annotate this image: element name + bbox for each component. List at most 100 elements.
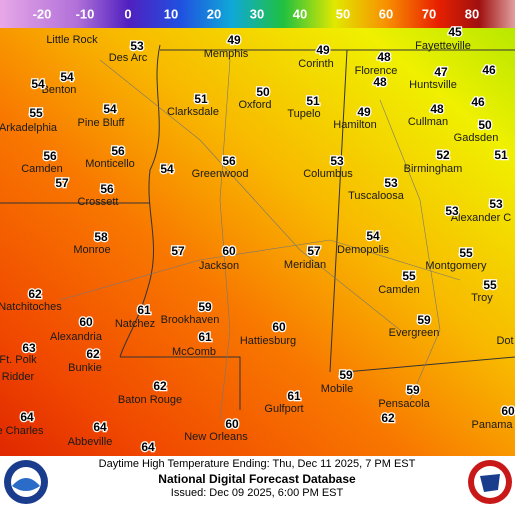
temperature-label: 56 [43,149,57,163]
temperature-label: 55 [459,246,473,260]
city-label: Hamilton [333,119,376,131]
city-label: Crossett [78,196,119,208]
temperature-label: 53 [445,204,459,218]
temperature-label: 51 [306,94,320,108]
temperature-label: 59 [406,383,420,397]
temperature-label: 53 [330,154,344,168]
temperature-label: 60 [272,320,286,334]
temperature-label: 63 [22,341,36,355]
temperature-label: 54 [31,77,45,91]
footer-bg [0,456,515,507]
legend-label: 20 [207,6,221,21]
temperature-label: 60 [225,417,239,431]
city-label: Gadsden [454,132,499,144]
temperature-label: 59 [339,368,353,382]
temperature-label: 49 [357,105,371,119]
city-label: Camden [378,284,420,296]
city-label: Cullman [408,116,448,128]
legend-label: 80 [465,6,479,21]
city-label: Hattiesburg [240,335,296,347]
temperature-label: 64 [93,420,107,434]
legend-label: 60 [379,6,393,21]
nws-logo [468,460,512,504]
temperature-label: 56 [111,144,125,158]
city-label: Natchitoches [0,301,62,313]
city-label: Alexandria [50,331,103,343]
temperature-label: 57 [307,244,321,258]
temperature-label: 54 [160,162,174,176]
temperature-label: 51 [194,92,208,106]
city-label: Benton [42,84,77,96]
city-label: Ridder [2,371,35,383]
temperature-label: 54 [366,229,380,243]
temperature-label: 60 [501,404,515,418]
legend-label: 30 [250,6,264,21]
city-label: Des Arc [109,52,148,64]
legend-label: 50 [336,6,350,21]
city-label: Jackson [199,260,239,272]
temperature-label: 54 [60,70,74,84]
temperature-label: 59 [198,300,212,314]
city-label: Memphis [204,48,249,60]
temperature-label: 61 [137,303,151,317]
city-label: Fayetteville [415,40,471,52]
temperature-label: 48 [377,50,391,64]
city-label: Tupelo [287,108,320,120]
temperature-label: 64 [141,440,155,454]
city-label: Meridian [284,259,326,271]
city-label: Corinth [298,58,333,70]
footer-line: Issued: Dec 09 2025, 6:00 PM EST [171,487,344,499]
city-label: Mobile [321,383,353,395]
temperature-label: 57 [171,244,185,258]
boundaries [0,44,515,421]
temperature-label: 55 [402,269,416,283]
city-label: New Orleans [184,431,248,443]
city-label: Oxford [238,99,271,111]
city-label: Troy [471,292,493,304]
city-label: Huntsville [409,79,457,91]
city-label: Baton Rouge [118,394,182,406]
legend-label: 0 [124,6,131,21]
city-label: Dot [496,335,513,347]
temperature-label: 54 [103,102,117,116]
temperature-label: 62 [153,379,167,393]
temperature-label: 62 [28,287,42,301]
city-label: Birmingham [404,163,463,175]
temperature-label: 49 [316,43,330,57]
temperature-label: 57 [55,176,69,190]
temperature-label: 48 [430,102,444,116]
temperature-label: 49 [227,33,241,47]
city-label: Little Rock [46,34,98,46]
city-label: Ft. Polk [0,354,37,366]
city-label: Greenwood [192,168,249,180]
city-label: Gulfport [264,403,303,415]
city-label: Pine Bluff [78,117,126,129]
city-label: e Charles [0,425,44,437]
footer-line: Daytime High Temperature Ending: Thu, De… [99,458,416,470]
temperature-label: 48 [373,75,387,89]
temperature-label: 62 [86,347,100,361]
temperature-label: 53 [384,176,398,190]
legend-bar [0,0,515,28]
temperature-label: 61 [287,389,301,403]
city-label: Monticello [85,158,135,170]
city-label: Tuscaloosa [348,190,405,202]
legend-label: -10 [76,6,95,21]
city-label: McComb [172,346,216,358]
temperature-label: 58 [94,230,108,244]
legend-label: 70 [422,6,436,21]
temperature-label: 55 [29,106,43,120]
city-label: Panama [472,419,514,431]
city-label: Alexander C [451,212,512,224]
city-label: Arkadelphia [0,122,58,134]
temperature-label: 55 [483,278,497,292]
temperature-label: 59 [417,313,431,327]
city-label: Brookhaven [161,314,220,326]
temperature-label: 45 [448,25,462,39]
city-label: Bunkie [68,362,102,374]
city-label: Demopolis [337,244,389,256]
legend-label: 10 [164,6,178,21]
legend-label: 40 [293,6,307,21]
